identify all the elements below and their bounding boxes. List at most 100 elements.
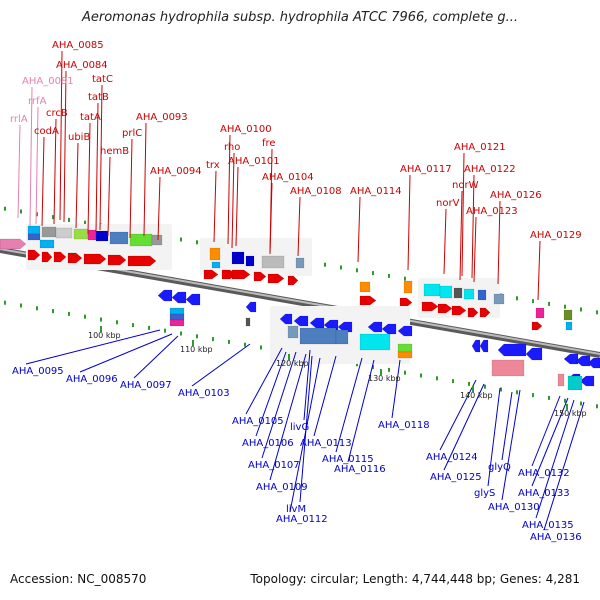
guide-dot	[468, 381, 470, 386]
guide-dot	[84, 220, 86, 225]
forward-feature-box	[439, 285, 453, 299]
leader-line	[269, 182, 273, 255]
forward-feature-box	[565, 321, 573, 331]
guide-dot	[20, 303, 22, 308]
leader-line	[443, 208, 447, 275]
guide-dot	[148, 325, 150, 330]
forward-gene-arrow	[467, 307, 479, 318]
forward-feature-box	[261, 255, 285, 269]
leader-line	[95, 102, 99, 233]
reverse-gene-arrow	[579, 375, 595, 387]
forward-gene-label: AHA_0123	[466, 206, 518, 217]
leader-line	[87, 122, 91, 235]
forward-gene-label: AHA_0101	[228, 156, 280, 167]
forward-gene-label: ubiB	[68, 132, 90, 143]
guide-dot	[180, 237, 182, 242]
forward-gene-label: AHA_0094	[150, 166, 202, 177]
guide-dot	[164, 328, 166, 333]
guide-dot	[564, 304, 566, 309]
forward-gene-arrow	[421, 301, 439, 312]
forward-feature-box	[209, 247, 221, 261]
forward-feature-box	[27, 225, 41, 235]
forward-feature-box	[563, 309, 573, 321]
leader-line	[59, 50, 63, 221]
leader-line	[255, 351, 287, 437]
reverse-feature-box	[557, 373, 565, 387]
reverse-gene-label: AHA_0096	[66, 374, 118, 385]
forward-feature-box	[95, 230, 109, 242]
forward-feature-box	[87, 229, 97, 241]
leader-line	[347, 359, 375, 463]
guide-dot	[116, 320, 118, 325]
scale-tick-label: 110 kbp	[180, 345, 213, 354]
guide-dot	[388, 367, 390, 372]
leader-line	[269, 353, 307, 481]
forward-feature-box	[423, 283, 441, 297]
leader-line	[297, 196, 301, 257]
leader-line	[133, 335, 179, 379]
guide-dot	[548, 395, 550, 400]
guide-dot	[324, 262, 326, 267]
leader-line	[41, 136, 45, 227]
forward-gene-arrow	[399, 297, 413, 308]
guide-dot	[596, 404, 598, 409]
reverse-gene-label: AHA_0124	[426, 452, 478, 463]
reverse-gene-label: AHA_0116	[334, 464, 386, 475]
forward-gene-arrow	[67, 252, 83, 264]
leader-line	[35, 106, 39, 225]
reverse-gene-arrow	[587, 357, 600, 369]
guide-dot	[52, 309, 54, 314]
forward-feature-box	[211, 261, 221, 269]
reverse-gene-label: glyQ	[488, 462, 511, 473]
scale-ticks: 100 kbp 110 kbp 120 kbp 130 kbp 140 kbp 150 k…	[88, 326, 587, 418]
leader-line	[407, 174, 411, 271]
scale-tick-label: 100 kbp	[88, 331, 121, 340]
reverse-gene-arrow	[525, 347, 543, 361]
leader-line	[213, 170, 217, 243]
reverse-gene-arrow	[279, 313, 293, 325]
forward-feature-box	[245, 255, 255, 267]
reverse-gene-label: AHA_0136	[530, 532, 582, 543]
forward-gene-labels: AHA_0085 AHA_0084 AHA_0081 tatC rrfA tatB crcB…	[10, 40, 582, 241]
forward-gene-arrow	[479, 307, 491, 318]
forward-gene-label: AHA_0104	[262, 172, 314, 183]
guide-dot	[132, 323, 134, 328]
guide-dot	[500, 387, 502, 392]
leader-line	[53, 118, 57, 225]
forward-gene-label: AHA_0122	[464, 164, 516, 175]
forward-gene-label: codA	[34, 126, 59, 137]
forward-gene-arrow	[231, 269, 251, 280]
accession-text: Accession: NC_008570	[10, 572, 147, 586]
reverse-gene-arrow	[563, 353, 579, 365]
reverse-gene-label: AHA_0109	[256, 482, 308, 493]
leader-line	[531, 395, 561, 467]
page-title: Aeromonas hydrophila subsp. hydrophila A…	[81, 10, 519, 25]
forward-feature-box	[535, 307, 545, 319]
scale-tick-label: 130 kbp	[368, 374, 401, 383]
tick-mark	[566, 404, 568, 410]
forward-gene-arrow	[27, 249, 41, 261]
reverse-gene-label: AHA_0125	[430, 472, 482, 483]
reverse-gene-label: AHA_0113	[300, 438, 352, 449]
leader-line	[531, 397, 569, 487]
forward-feature-box	[129, 233, 153, 247]
forward-gene-label: prlC	[122, 128, 142, 139]
scale-tick-label: 140 kbp	[460, 391, 493, 400]
reverse-feature-box	[169, 307, 185, 315]
forward-feature-box	[453, 287, 463, 299]
guide-dot	[36, 306, 38, 311]
leader-line	[157, 176, 161, 241]
forward-gene-label: AHA_0129	[530, 230, 582, 241]
leader-line	[543, 401, 585, 531]
guide-dot	[452, 379, 454, 384]
guide-dot	[228, 339, 230, 344]
reverse-gene-label: AHA_0115	[322, 454, 374, 465]
reverse-gene-label: AHA_0105	[232, 416, 284, 427]
guide-dot	[244, 342, 246, 347]
leader-line	[75, 142, 79, 229]
guide-dot	[260, 345, 262, 350]
leader-line	[439, 379, 477, 451]
guide-dot	[356, 268, 358, 273]
reverse-feature-box	[169, 319, 185, 327]
guide-dot	[212, 337, 214, 342]
